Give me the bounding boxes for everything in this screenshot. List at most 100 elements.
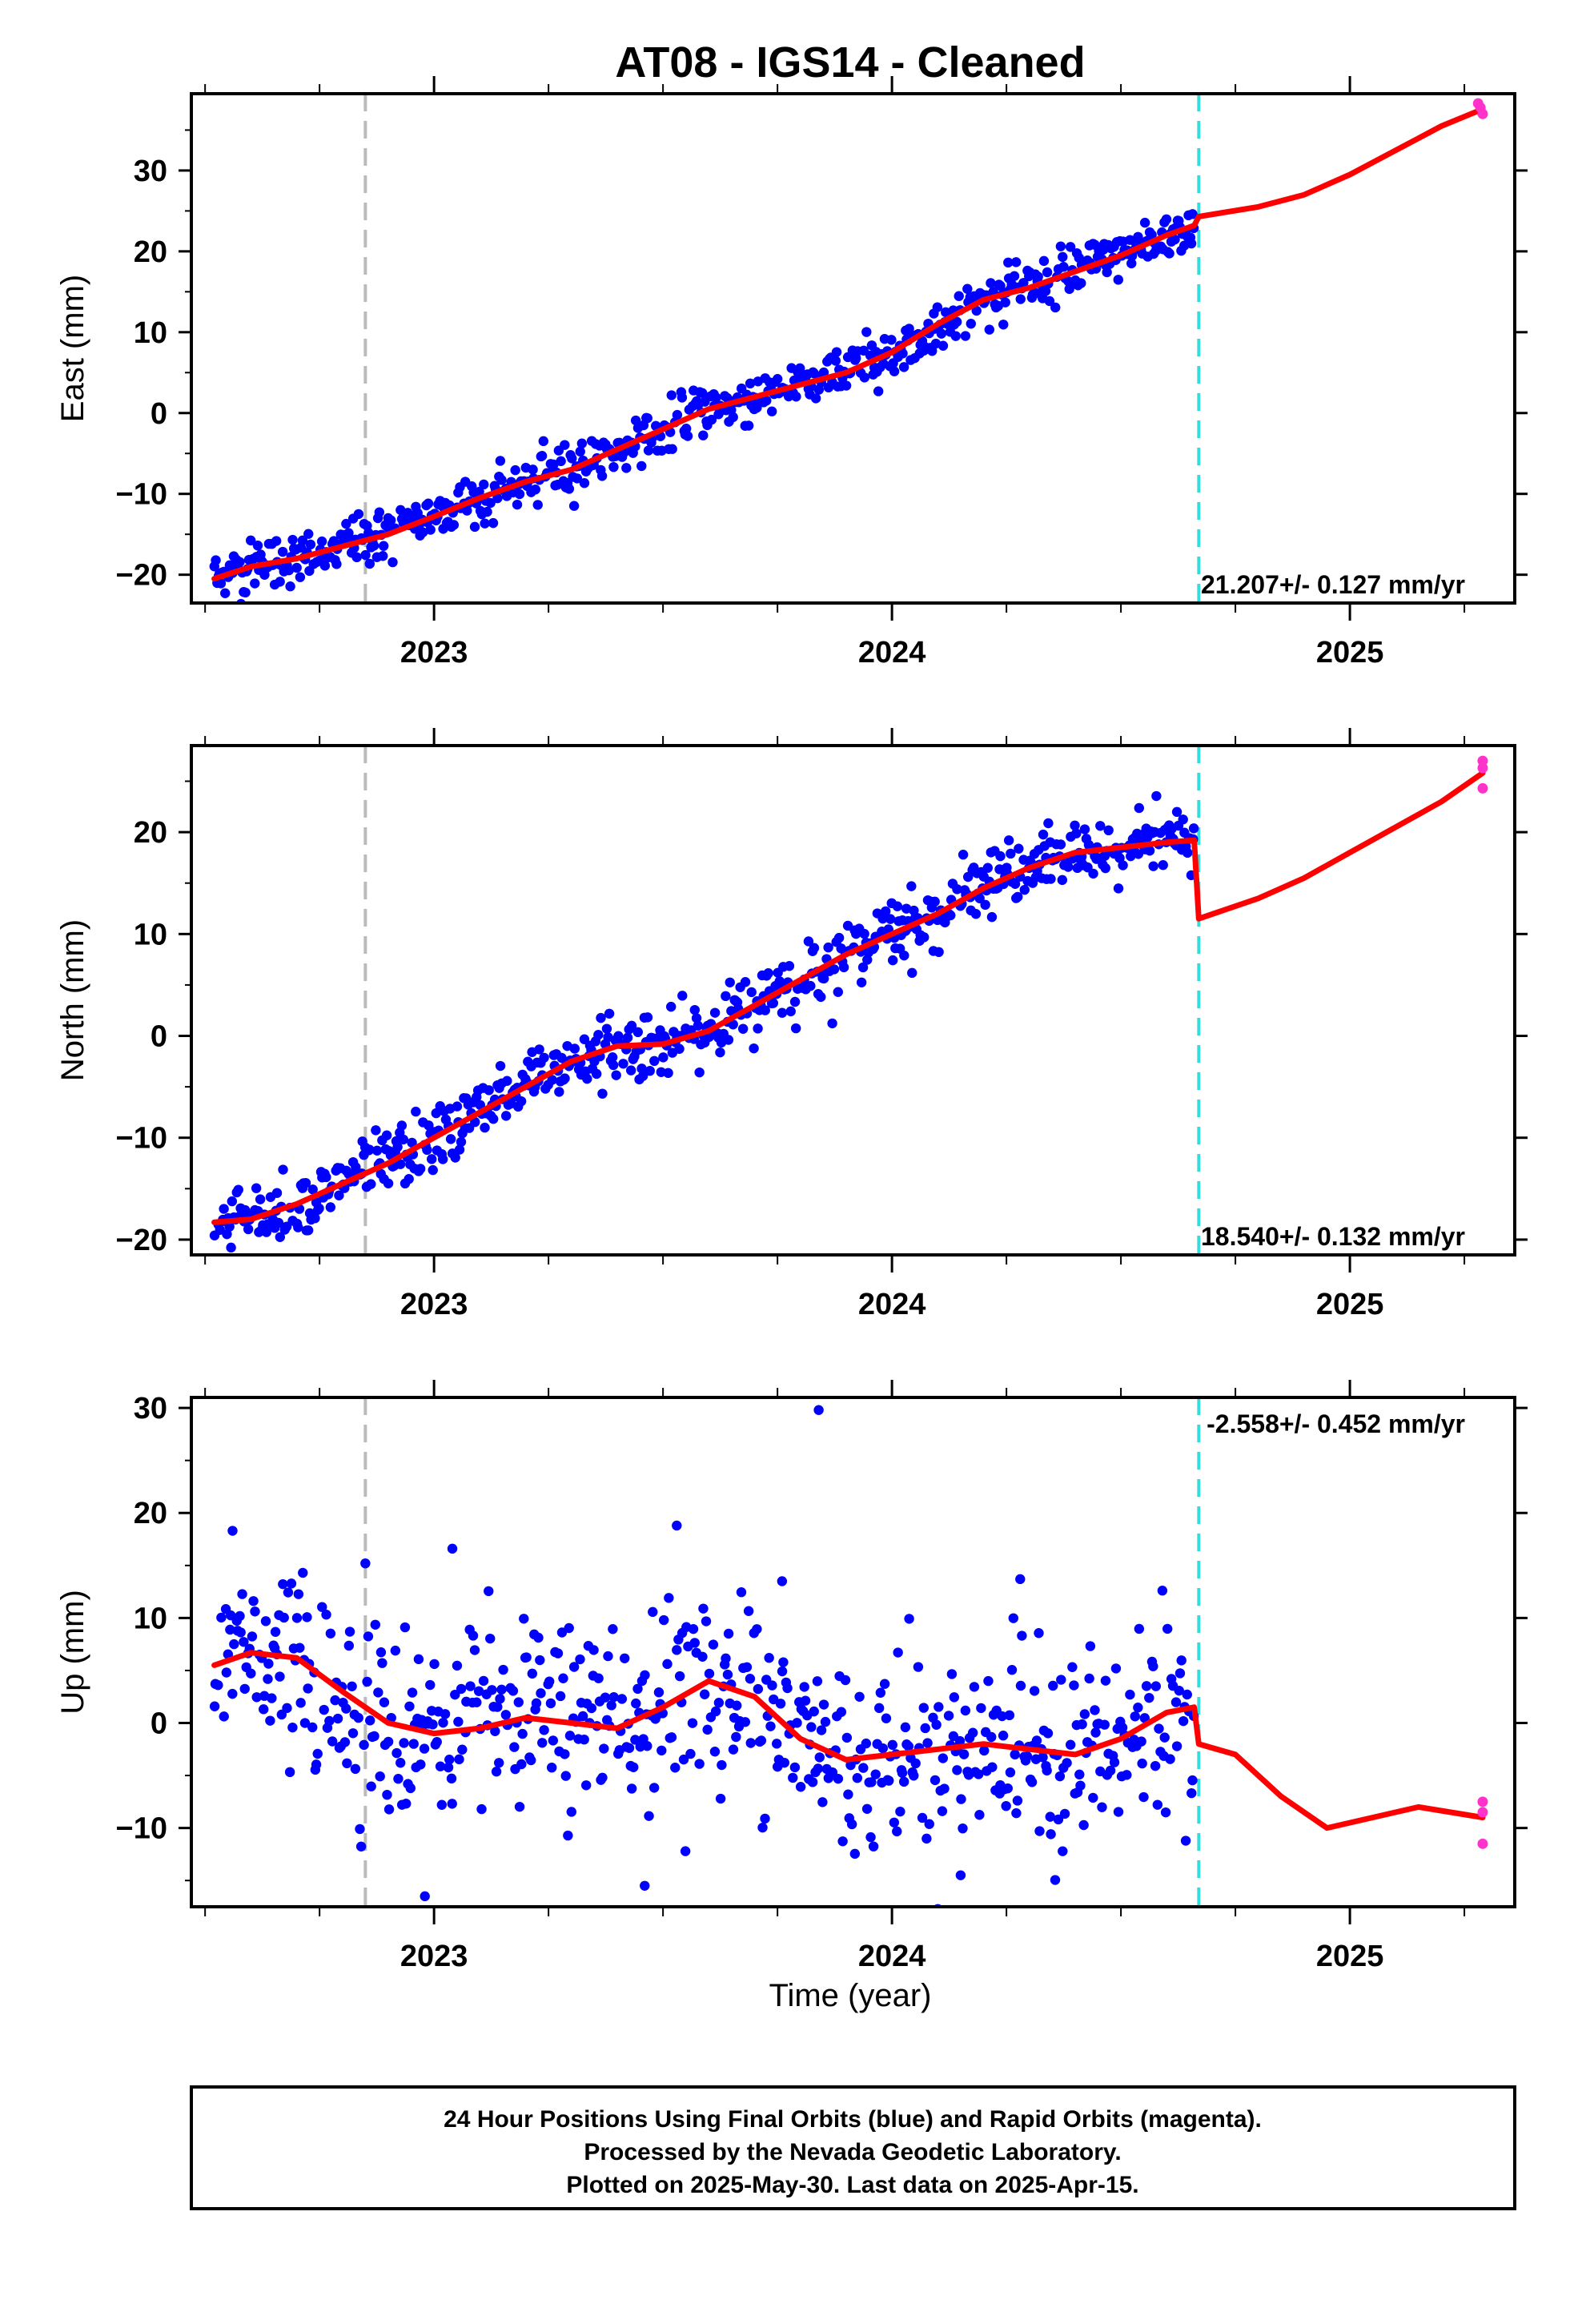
north-point xyxy=(1013,891,1023,903)
up-point xyxy=(293,1589,304,1599)
up-point xyxy=(593,1673,604,1683)
east-point xyxy=(667,444,677,454)
up-point xyxy=(1084,1673,1094,1684)
up-point xyxy=(1097,1802,1107,1812)
up-point xyxy=(440,1709,451,1719)
up-point xyxy=(1067,1662,1078,1672)
up-point xyxy=(1141,1681,1152,1691)
east-ytick-label: 10 xyxy=(134,316,167,350)
up-point xyxy=(813,1763,823,1774)
up-point xyxy=(291,1613,303,1623)
up-point xyxy=(1122,1770,1132,1780)
up-outlier-point xyxy=(420,1891,430,1902)
up-point xyxy=(1022,1751,1033,1762)
up-final-orbit-points xyxy=(209,1405,1199,1907)
up-point xyxy=(721,1653,731,1664)
east-point xyxy=(1146,230,1157,240)
east-point xyxy=(810,393,821,404)
up-point xyxy=(1026,1777,1038,1787)
up-point xyxy=(753,1683,764,1695)
up-point xyxy=(1050,1875,1061,1885)
north-point xyxy=(980,899,990,911)
up-point xyxy=(952,1765,962,1775)
north-point xyxy=(642,1012,653,1023)
up-point xyxy=(1160,1807,1171,1818)
north-point xyxy=(833,932,845,943)
north-point xyxy=(392,1142,403,1152)
up-point xyxy=(531,1698,542,1709)
east-point xyxy=(681,424,692,434)
up-point xyxy=(976,1703,986,1714)
north-point xyxy=(658,1052,669,1063)
up-point xyxy=(767,1680,777,1691)
up-point xyxy=(698,1603,709,1614)
up-point xyxy=(884,1775,894,1786)
up-point xyxy=(895,1806,905,1817)
north-point xyxy=(1079,824,1090,834)
north-rapid-orbit-point xyxy=(1477,762,1488,774)
up-point xyxy=(295,1642,305,1653)
up-point xyxy=(624,1743,635,1753)
east-point xyxy=(575,446,585,457)
up-point xyxy=(678,1754,689,1765)
up-point xyxy=(807,1777,818,1787)
east-point xyxy=(374,507,385,517)
north-point xyxy=(452,1101,463,1112)
east-point xyxy=(831,347,842,357)
north-point xyxy=(1043,818,1054,829)
east-point xyxy=(316,536,327,547)
east-point xyxy=(240,587,251,598)
east-point xyxy=(250,578,260,589)
up-point xyxy=(478,1675,489,1687)
up-point xyxy=(861,1738,872,1749)
footer-line-2: Processed by the Nevada Geodetic Laborat… xyxy=(584,2139,1121,2165)
east-point xyxy=(387,557,398,568)
up-point xyxy=(457,1744,468,1755)
east-point xyxy=(608,461,619,472)
east-point xyxy=(275,577,285,587)
north-point xyxy=(674,1043,685,1054)
east-point xyxy=(1113,275,1123,285)
north-xtick-label: 2024 xyxy=(858,1288,926,1321)
north-point xyxy=(261,1227,272,1237)
north-point xyxy=(618,1059,628,1069)
north-point xyxy=(816,991,826,1003)
up-point xyxy=(820,1716,831,1727)
up-point xyxy=(898,1776,909,1787)
up-point xyxy=(931,1719,942,1730)
north-point xyxy=(591,1068,602,1080)
east-point xyxy=(677,392,688,403)
up-point xyxy=(492,1702,503,1712)
up-point xyxy=(626,1783,637,1794)
up-point xyxy=(881,1713,892,1723)
east-point xyxy=(1018,278,1029,288)
up-point xyxy=(239,1637,249,1647)
east-point xyxy=(938,340,949,351)
up-panel: −10 0 10 20 30 2023 2024 2025 Up (mm) -2.558+/- 0… xyxy=(55,1380,1528,1973)
east-rapid-orbit-point xyxy=(1477,108,1488,119)
east-point xyxy=(698,430,709,440)
up-outlier-point xyxy=(813,1405,824,1415)
north-point xyxy=(415,1164,426,1174)
east-point xyxy=(766,406,777,416)
east-point xyxy=(818,367,829,378)
east-point xyxy=(873,386,884,396)
up-point xyxy=(904,1614,914,1624)
east-point xyxy=(1033,271,1043,282)
north-point xyxy=(604,1008,615,1019)
north-point xyxy=(622,1032,633,1043)
up-point xyxy=(1065,1739,1076,1750)
north-point xyxy=(321,1172,331,1183)
up-point xyxy=(453,1716,464,1727)
up-point xyxy=(327,1736,338,1747)
east-point xyxy=(966,319,976,329)
up-point xyxy=(325,1628,336,1638)
up-point xyxy=(366,1781,376,1791)
up-point xyxy=(924,1819,934,1829)
up-point xyxy=(653,1687,665,1698)
up-point xyxy=(568,1662,580,1672)
up-point xyxy=(496,1684,507,1695)
up-point xyxy=(870,1769,881,1779)
up-point xyxy=(917,1812,928,1823)
